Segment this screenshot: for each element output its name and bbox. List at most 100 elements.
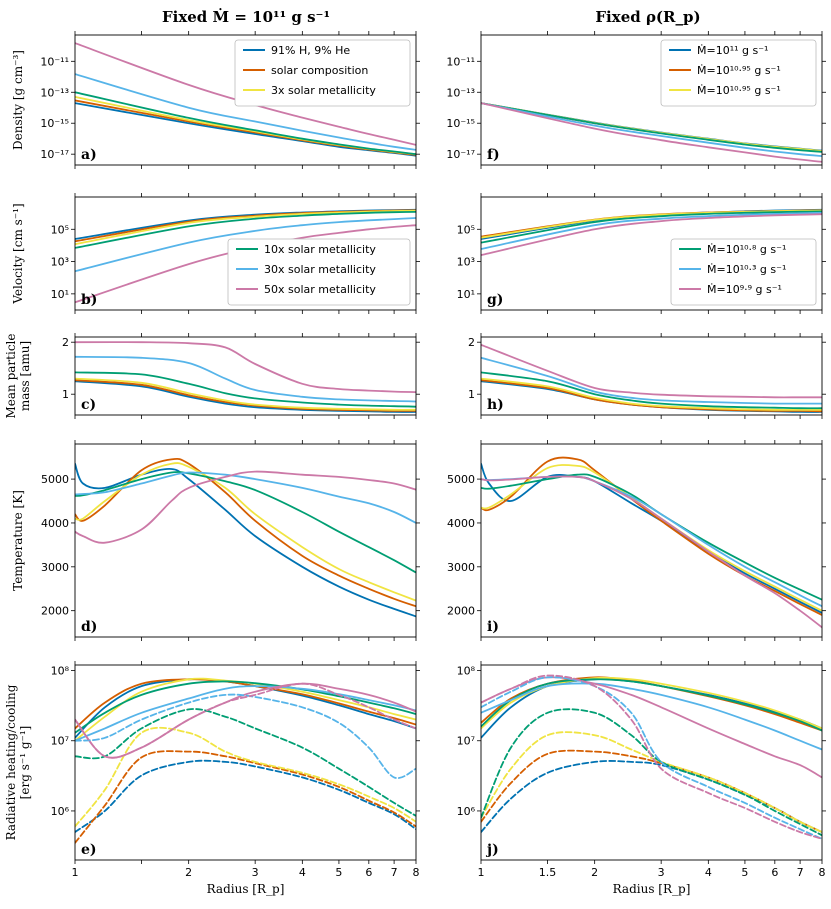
panel-tag-a: a)	[81, 147, 97, 163]
series-z3-f	[481, 102, 822, 152]
series-z30-j	[481, 682, 822, 751]
series-z50-dashed-j	[481, 674, 822, 840]
panel-f: 10⁻¹¹ 10⁻¹³ 10⁻¹⁵ 10⁻¹⁷ f) Ṁ=10¹¹ g s⁻¹ Ṁ=10¹⁰…	[446, 31, 826, 169]
series-solar-dashed-e	[75, 750, 416, 844]
series-z30-a	[75, 73, 416, 151]
y-tick-label: 10⁻¹⁵	[446, 117, 475, 130]
series-z10-f	[481, 102, 822, 153]
x-tick-label: 7	[797, 866, 804, 879]
series-z10-e	[75, 680, 416, 734]
y-tick-label: 10⁻¹³	[40, 86, 69, 99]
y-tick-label: 2	[468, 336, 475, 349]
y-axis-label: mass [amu]	[18, 341, 32, 411]
y-tick-label: 1	[62, 388, 69, 401]
series-z3-b	[75, 209, 416, 246]
series-hhe-d	[75, 462, 416, 618]
y-axis-label: Density [g cm⁻³]	[11, 50, 25, 150]
legend-label: 3x solar metallicity	[271, 84, 376, 97]
legend-label: solar composition	[271, 64, 368, 77]
series-z3-c	[75, 377, 416, 411]
y-tick-label: 10⁸	[51, 665, 70, 678]
y-tick-label: 10³	[51, 256, 69, 269]
x-tick-label: 8	[819, 866, 826, 879]
y-tick-label: 2000	[447, 605, 475, 618]
axes-frame-g	[480, 196, 823, 311]
panel-e: 1 2 3 4 5 6 7 8 10⁸ 10⁷ 10⁶ e) Radiative heating/coo…	[4, 661, 420, 896]
legend-b	[227, 238, 411, 306]
series-z50-f	[481, 102, 822, 163]
series-z50-a	[75, 42, 416, 146]
legend-label: 91% H, 9% He	[271, 44, 350, 57]
y-tick-label: 5000	[41, 473, 69, 486]
axes-frame-h	[480, 336, 823, 416]
column-title-left: Fixed Ṁ = 10¹¹ g s⁻¹	[162, 8, 330, 26]
panel-tag-b: b)	[81, 292, 97, 308]
panel-tag-d: d)	[81, 619, 97, 635]
y-tick-label: 10⁵	[457, 223, 475, 236]
y-tick-label: 10⁶	[457, 805, 476, 818]
series-z10-c	[75, 371, 416, 408]
series-solar-d	[75, 457, 416, 608]
legend-label: 30x solar metallicity	[264, 263, 376, 276]
series-z10-g	[481, 210, 822, 244]
panel-i: 5000 4000 3000 2000 i)	[447, 440, 826, 641]
y-axis-label: Radiative heating/cooling	[4, 684, 18, 840]
y-tick-label: 10³	[457, 256, 475, 269]
x-axis-label: Radius [R_p]	[613, 882, 691, 896]
x-tick-label: 2	[185, 866, 192, 879]
panel-c: 2 1 c) Mean particle mass [amu]	[4, 333, 420, 419]
series-solar-a	[75, 99, 416, 156]
series-z50-g	[481, 213, 822, 256]
panel-d: 5000 4000 3000 2000 d) Temperature [K]	[11, 440, 420, 641]
axes-frame-a	[74, 34, 417, 166]
series-z30-d	[75, 471, 416, 524]
y-tick-label: 2	[62, 336, 69, 349]
series-solar-c	[75, 379, 416, 412]
axes-frame-d	[74, 443, 417, 638]
series-z10-d	[75, 471, 416, 574]
series-z10-h	[481, 371, 822, 410]
series-hhe-dashed-j	[481, 760, 822, 833]
y-tick-label: 10⁻¹⁷	[446, 148, 475, 161]
y-tick-label: 10⁷	[51, 735, 69, 748]
series-z30-c	[75, 355, 416, 403]
legend-f	[660, 39, 817, 107]
series-hhe-e	[75, 678, 416, 739]
y-tick-label: 10⁸	[457, 665, 476, 678]
y-axis-label: Temperature [K]	[11, 490, 25, 591]
legend-label: Ṁ=10¹⁰·³ g s⁻¹	[707, 263, 786, 276]
series-solar-f	[481, 102, 822, 153]
x-axis-label: Radius [R_p]	[207, 882, 285, 896]
y-tick-label: 10⁻¹¹	[40, 55, 69, 68]
y-tick-label: 4000	[447, 517, 475, 530]
series-z50-i	[481, 475, 822, 629]
x-tick-label: 3	[252, 866, 259, 879]
x-tick-label: 7	[391, 866, 398, 879]
legend-g	[670, 238, 817, 306]
y-tick-label: 2000	[41, 605, 69, 618]
series-z30-b	[75, 217, 416, 273]
x-tick-label: 6	[771, 866, 778, 879]
column-title-right: Fixed ρ(R_p)	[595, 8, 700, 26]
y-tick-label: 10⁻¹³	[446, 86, 475, 99]
x-tick-label: 8	[413, 866, 420, 879]
y-tick-label: 10⁻¹⁷	[40, 148, 69, 161]
x-tick-label: 1	[478, 866, 485, 879]
series-z10-i	[481, 473, 822, 601]
series-z50-j	[481, 676, 822, 779]
legend-label: Ṁ=10⁹·⁹ g s⁻¹	[707, 283, 782, 296]
series-z30-e	[75, 685, 416, 742]
y-tick-label: 5000	[447, 473, 475, 486]
panel-tag-f: f)	[487, 147, 500, 163]
panel-g: 10⁵ 10³ 10¹ g) Ṁ=10¹⁰·⁸ g s⁻¹ Ṁ=10¹⁰·³ g s⁻¹ Ṁ…	[457, 193, 826, 314]
series-z3-g	[481, 209, 822, 239]
series-z3-d	[75, 462, 416, 602]
series-hhe-i	[481, 462, 822, 614]
axes-frame-f	[480, 34, 823, 166]
series-z50-dashed-e	[75, 682, 416, 759]
series-z30-g	[481, 211, 822, 250]
legend-label: 10x solar metallicity	[264, 243, 376, 256]
y-tick-label: 10¹	[457, 288, 475, 301]
series-z10-j	[481, 678, 822, 732]
